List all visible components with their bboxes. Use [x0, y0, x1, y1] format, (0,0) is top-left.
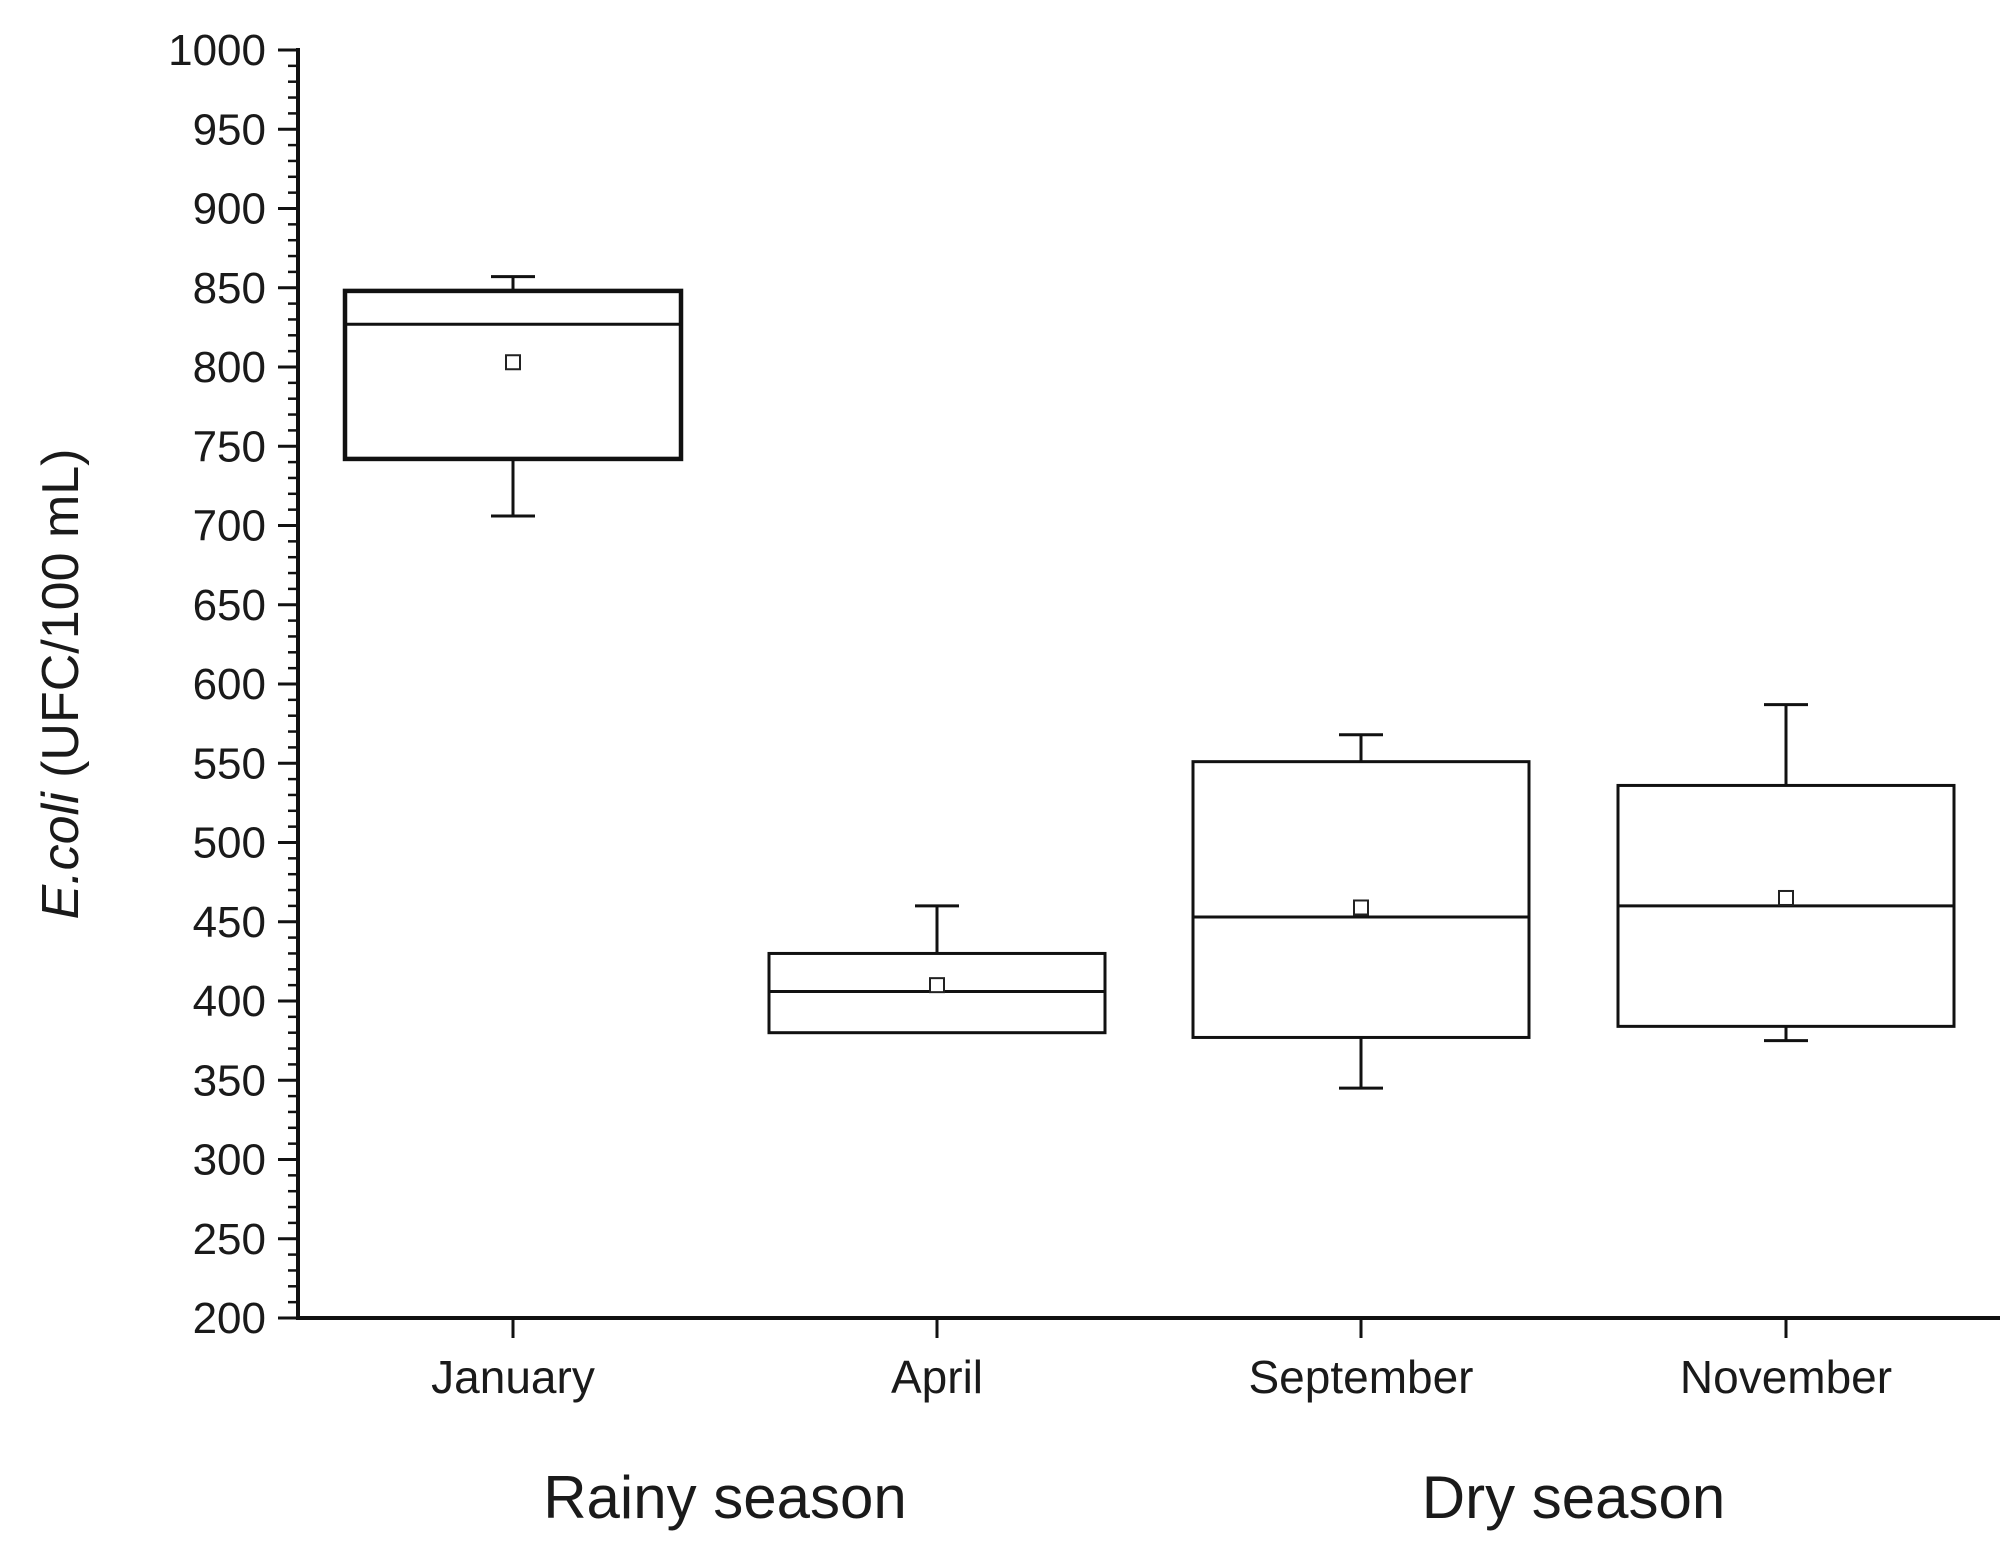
- y-tick-label: 300: [193, 1136, 266, 1185]
- mean-marker: [1353, 899, 1369, 916]
- y-tick-label: 600: [193, 660, 266, 709]
- y-axis-label-organism: E.coli: [32, 791, 90, 920]
- mean-marker: [929, 977, 945, 994]
- box-january: [342, 288, 684, 462]
- y-tick-label: 1000: [168, 26, 266, 75]
- y-tick-label: 700: [193, 502, 266, 551]
- season-label: Rainy season: [543, 1464, 907, 1531]
- y-tick-label: 800: [193, 343, 266, 392]
- tick-layer: [278, 48, 1788, 1338]
- y-tick-label: 950: [193, 105, 266, 154]
- x-tick-label: January: [431, 1351, 595, 1403]
- mean-marker: [1778, 889, 1794, 906]
- box-layer: [342, 275, 1956, 1090]
- y-tick-label: 250: [193, 1215, 266, 1264]
- x-tick-label: November: [1680, 1351, 1892, 1403]
- y-tick-label: 850: [193, 264, 266, 313]
- y-tick-label: 900: [193, 185, 266, 234]
- x-tick-label: April: [891, 1351, 983, 1403]
- y-tick-label: 200: [193, 1294, 266, 1343]
- season-label: Dry season: [1422, 1464, 1725, 1531]
- y-tick-label: 750: [193, 422, 266, 471]
- y-axis-label: E.coli (UFC/100 mL): [32, 449, 90, 920]
- label-layer: 200 250 300 350 400 450 500 550 600 650 700 750 800 8…: [168, 26, 1892, 1531]
- x-tick-label: September: [1248, 1351, 1473, 1403]
- y-tick-label: 450: [193, 898, 266, 947]
- y-tick-label: 350: [193, 1056, 266, 1105]
- y-tick-label: 550: [193, 739, 266, 788]
- y-tick-label: 400: [193, 977, 266, 1026]
- y-axis-label-units: (UFC/100 mL): [32, 449, 90, 793]
- y-tick-label: 500: [193, 819, 266, 868]
- mean-marker: [505, 354, 521, 371]
- y-tick-label: 650: [193, 581, 266, 630]
